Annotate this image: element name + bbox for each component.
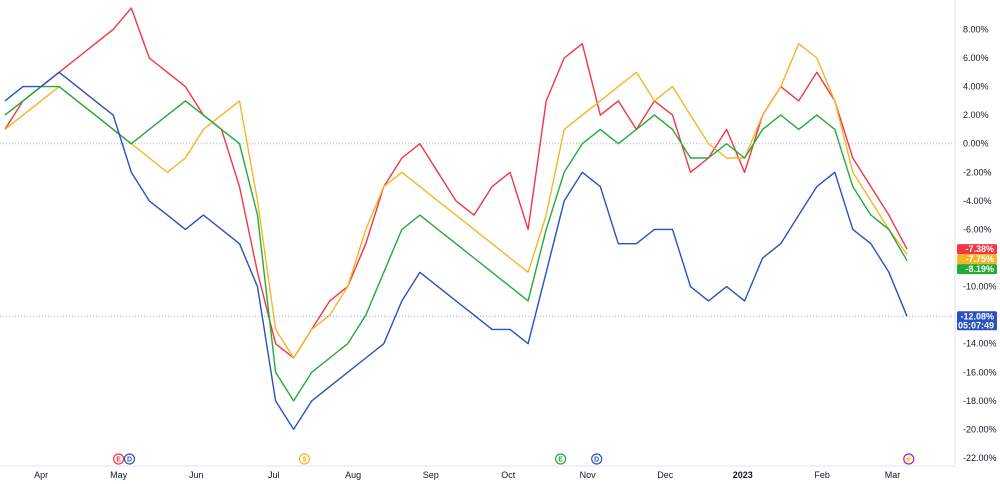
series-line-2[interactable] [4, 43, 908, 359]
x-tick-label: Apr [34, 470, 48, 480]
x-axis: Apr May Jun Jul Aug Sep Oct Nov Dec 2023 Feb Mar [34, 470, 900, 480]
time-badge-text: 05:07:49 [958, 320, 994, 330]
x-tick-label: Nov [580, 470, 597, 480]
last-value-text: -8.19% [965, 264, 994, 274]
last-value-text: -7.38% [965, 244, 994, 254]
series-line-1[interactable] [4, 7, 908, 359]
series-group [0, 7, 955, 431]
last-value-badge [957, 254, 997, 265]
y-tick-label: -22.00% [963, 453, 997, 463]
last-value-badge [957, 244, 997, 255]
x-tick-label: Jul [268, 470, 280, 480]
x-tick-label: May [110, 470, 128, 480]
y-tick-label: -10.00% [963, 282, 997, 292]
x-tick-label: 2023 [733, 470, 753, 480]
y-tick-label: -4.00% [963, 196, 992, 206]
last-value-text: -7.75% [965, 254, 994, 264]
event-marker-symbol: D [594, 457, 599, 464]
y-tick-label: -18.00% [963, 396, 997, 406]
x-tick-label: Feb [814, 470, 830, 480]
y-tick-label: -20.00% [963, 424, 997, 434]
y-tick-label: 0.00% [963, 139, 989, 149]
y-tick-label: -16.00% [963, 367, 997, 377]
event-markers: E D $ E D ⚡ [113, 453, 915, 465]
x-tick-label: Mar [885, 470, 901, 480]
last-value-badges: -7.38%-7.75%-8.19% -12.08%05:07:49 [957, 244, 997, 331]
x-tick-label: Jun [189, 470, 204, 480]
event-marker-icon[interactable] [591, 453, 603, 465]
last-value-badge [957, 264, 997, 275]
y-tick-label: 8.00% [963, 24, 989, 34]
series-line-4[interactable] [4, 71, 908, 431]
event-marker-icon[interactable] [113, 453, 125, 465]
y-tick-label: 2.00% [963, 110, 989, 120]
x-tick-label: Aug [345, 470, 361, 480]
series-line-3[interactable] [4, 85, 908, 402]
event-marker-icon[interactable] [555, 453, 567, 465]
y-tick-label: -2.00% [963, 167, 992, 177]
last-value-text: -12.08% [960, 311, 994, 321]
y-tick-label: -14.00% [963, 339, 997, 349]
x-tick-label: Oct [501, 470, 516, 480]
event-marker-symbol: $ [302, 457, 306, 464]
y-tick-label: 4.00% [963, 82, 989, 92]
y-tick-label: -6.00% [963, 224, 992, 234]
y-tick-label: 6.00% [963, 53, 989, 63]
x-tick-label: Dec [657, 470, 674, 480]
event-marker-symbol: E [558, 457, 563, 464]
last-value-badge [957, 311, 997, 331]
event-marker-icon[interactable] [123, 453, 136, 465]
event-marker-symbol: ⚡ [904, 455, 913, 464]
event-marker-icon[interactable] [903, 453, 915, 465]
event-marker-symbol: D [127, 457, 132, 464]
y-axis: 8.00% 6.00% 4.00% 2.00% 0.00% -2.00% -4.00% -6.… [963, 24, 997, 463]
x-tick-label: Sep [423, 470, 439, 480]
event-marker-symbol: E [116, 457, 121, 464]
event-marker-icon[interactable] [298, 453, 311, 465]
